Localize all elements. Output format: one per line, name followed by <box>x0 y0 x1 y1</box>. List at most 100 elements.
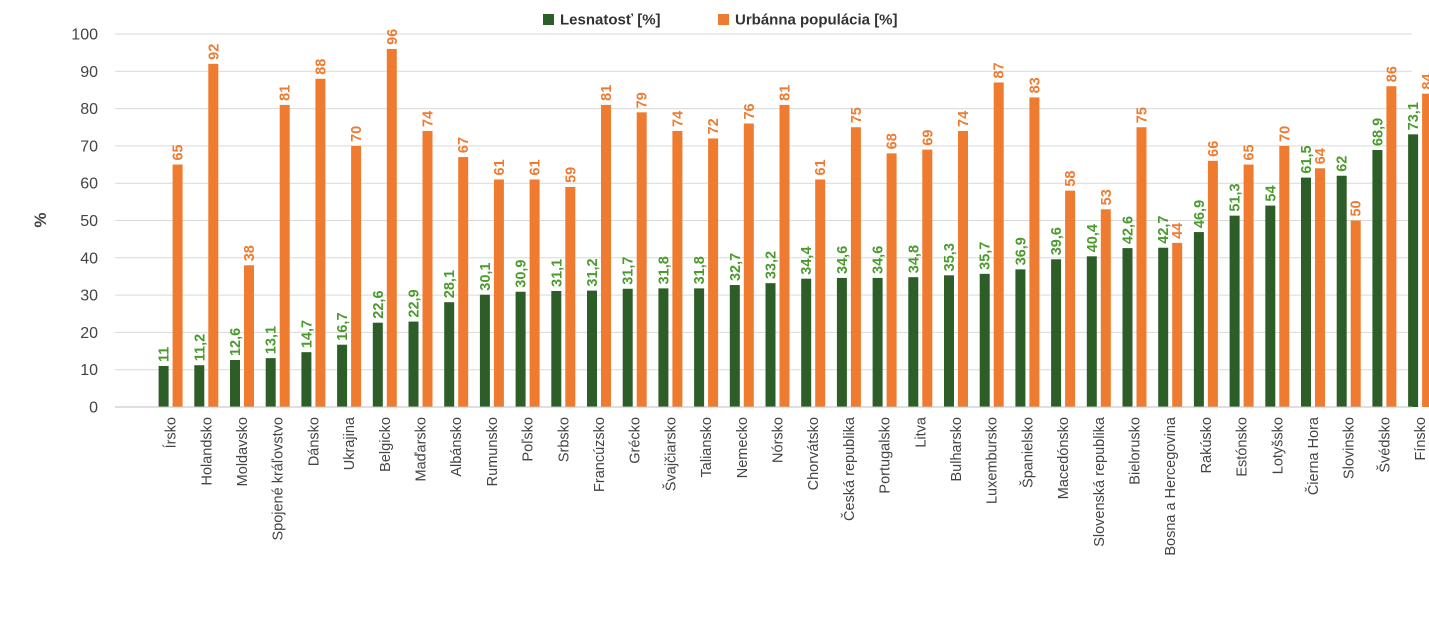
data-label-urbanna-populacia: 86 <box>1384 66 1400 82</box>
data-label-lesnatost: 62 <box>1335 156 1351 172</box>
bar-urbanna-populacia <box>315 78 326 407</box>
data-label-urbanna-populacia: 70 <box>1277 126 1293 142</box>
data-label-lesnatost: 22,6 <box>371 290 387 318</box>
y-tick-label: 90 <box>80 64 98 81</box>
data-label-lesnatost: 32,7 <box>728 253 744 281</box>
data-label-lesnatost: 35,7 <box>978 242 994 270</box>
bar-urbanna-populacia <box>422 130 433 408</box>
bar-lesnatost <box>158 365 169 407</box>
category-label: Lotyšsko <box>1270 417 1286 474</box>
bar-lesnatost <box>765 283 776 407</box>
y-axis-label: % <box>31 212 50 227</box>
category-label: Španielsko <box>1019 417 1036 488</box>
data-label-urbanna-populacia: 76 <box>742 103 758 119</box>
category-label: Slovenská republika <box>1092 416 1108 547</box>
bar-urbanna-populacia <box>1029 97 1040 407</box>
y-tick-label: 50 <box>80 213 98 230</box>
category-label: Fínsko <box>1413 417 1429 461</box>
bar-urbanna-populacia <box>351 145 362 407</box>
data-label-lesnatost: 35,3 <box>942 243 958 271</box>
data-label-lesnatost: 31,7 <box>621 257 637 285</box>
bar-lesnatost <box>551 290 562 407</box>
data-label-urbanna-populacia: 87 <box>992 62 1008 78</box>
bar-urbanna-populacia <box>244 265 254 407</box>
data-label-urbanna-populacia: 81 <box>599 85 615 101</box>
bar-lesnatost <box>944 275 954 407</box>
bar-lesnatost <box>479 294 490 407</box>
y-tick-label: 100 <box>71 27 98 44</box>
bar-lesnatost <box>979 273 990 407</box>
data-label-urbanna-populacia: 68 <box>885 133 901 149</box>
bar-urbanna-populacia <box>208 63 219 408</box>
bar-lesnatost <box>658 288 669 407</box>
bar-urbanna-populacia <box>565 186 576 407</box>
y-tick-label: 20 <box>80 325 98 342</box>
bar-urbanna-populacia <box>1422 93 1429 408</box>
y-tick-label: 80 <box>80 101 98 118</box>
bar-lesnatost <box>1265 205 1276 407</box>
bar-lesnatost <box>1301 177 1311 407</box>
bar-urbanna-populacia <box>1350 220 1361 407</box>
bar-urbanna-populacia <box>672 130 683 408</box>
data-label-urbanna-populacia: 69 <box>920 129 936 145</box>
category-label: Česká republika <box>841 416 858 521</box>
bar-lesnatost <box>729 285 740 407</box>
y-tick-label: 10 <box>80 362 98 379</box>
y-tick-label: 40 <box>80 250 98 267</box>
bar-urbanna-populacia <box>529 179 540 407</box>
bar-urbanna-populacia <box>993 82 1004 408</box>
category-label: Estónsko <box>1235 417 1251 477</box>
bar-urbanna-populacia <box>743 123 754 408</box>
bar-lesnatost <box>1015 269 1026 407</box>
bar-urbanna-populacia <box>922 149 933 407</box>
bar-lesnatost <box>1158 247 1169 407</box>
bar-urbanna-populacia <box>601 104 611 408</box>
data-label-urbanna-populacia: 75 <box>1135 107 1151 123</box>
data-label-lesnatost: 11,2 <box>192 334 208 361</box>
bar-lesnatost <box>337 344 348 407</box>
bar-urbanna-populacia <box>708 138 719 407</box>
data-label-lesnatost: 34,4 <box>799 246 815 274</box>
data-label-urbanna-populacia: 75 <box>849 107 865 123</box>
category-label: Nórsko <box>771 417 787 463</box>
category-label: Francúzsko <box>592 417 608 492</box>
data-label-lesnatost: 12,6 <box>228 328 244 356</box>
bar-lesnatost <box>194 365 205 407</box>
bar-urbanna-populacia <box>1315 168 1325 407</box>
bar-urbanna-populacia <box>458 157 469 407</box>
y-tick-label: 30 <box>80 288 98 305</box>
data-label-urbanna-populacia: 74 <box>956 111 972 127</box>
bar-lesnatost <box>444 302 455 407</box>
bar-lesnatost <box>801 278 812 407</box>
bar-lesnatost <box>1086 256 1097 407</box>
category-label: Belgicko <box>378 417 394 472</box>
category-label: Slovinsko <box>1342 417 1358 479</box>
bar-urbanna-populacia <box>279 104 290 408</box>
bar-urbanna-populacia <box>1065 190 1076 407</box>
data-label-urbanna-populacia: 59 <box>563 167 579 183</box>
category-label: Moldavsko <box>235 417 251 486</box>
data-label-urbanna-populacia: 61 <box>528 159 544 175</box>
bar-urbanna-populacia <box>886 153 897 407</box>
bar-lesnatost <box>265 358 276 407</box>
y-tick-label: 70 <box>80 138 98 155</box>
bar-lesnatost <box>1193 232 1204 407</box>
data-label-urbanna-populacia: 83 <box>1027 77 1043 93</box>
category-label: Čierna Hora <box>1305 416 1322 495</box>
data-label-lesnatost: 31,1 <box>549 259 565 287</box>
data-label-lesnatost: 34,6 <box>835 246 851 274</box>
bar-urbanna-populacia <box>958 130 968 408</box>
data-label-lesnatost: 46,9 <box>1192 200 1208 228</box>
data-label-urbanna-populacia: 44 <box>1170 223 1186 239</box>
bars <box>158 48 1429 408</box>
bar-lesnatost <box>1408 134 1419 407</box>
data-label-urbanna-populacia: 74 <box>421 111 437 127</box>
bar-lesnatost <box>872 277 883 407</box>
legend: Lesnatosť [%] Urbánna populácia [%] <box>543 12 898 29</box>
bar-lesnatost <box>836 277 847 407</box>
legend-swatch-urbanna-populacia <box>718 14 729 25</box>
bar-urbanna-populacia <box>172 164 183 407</box>
data-label-urbanna-populacia: 96 <box>385 29 401 45</box>
